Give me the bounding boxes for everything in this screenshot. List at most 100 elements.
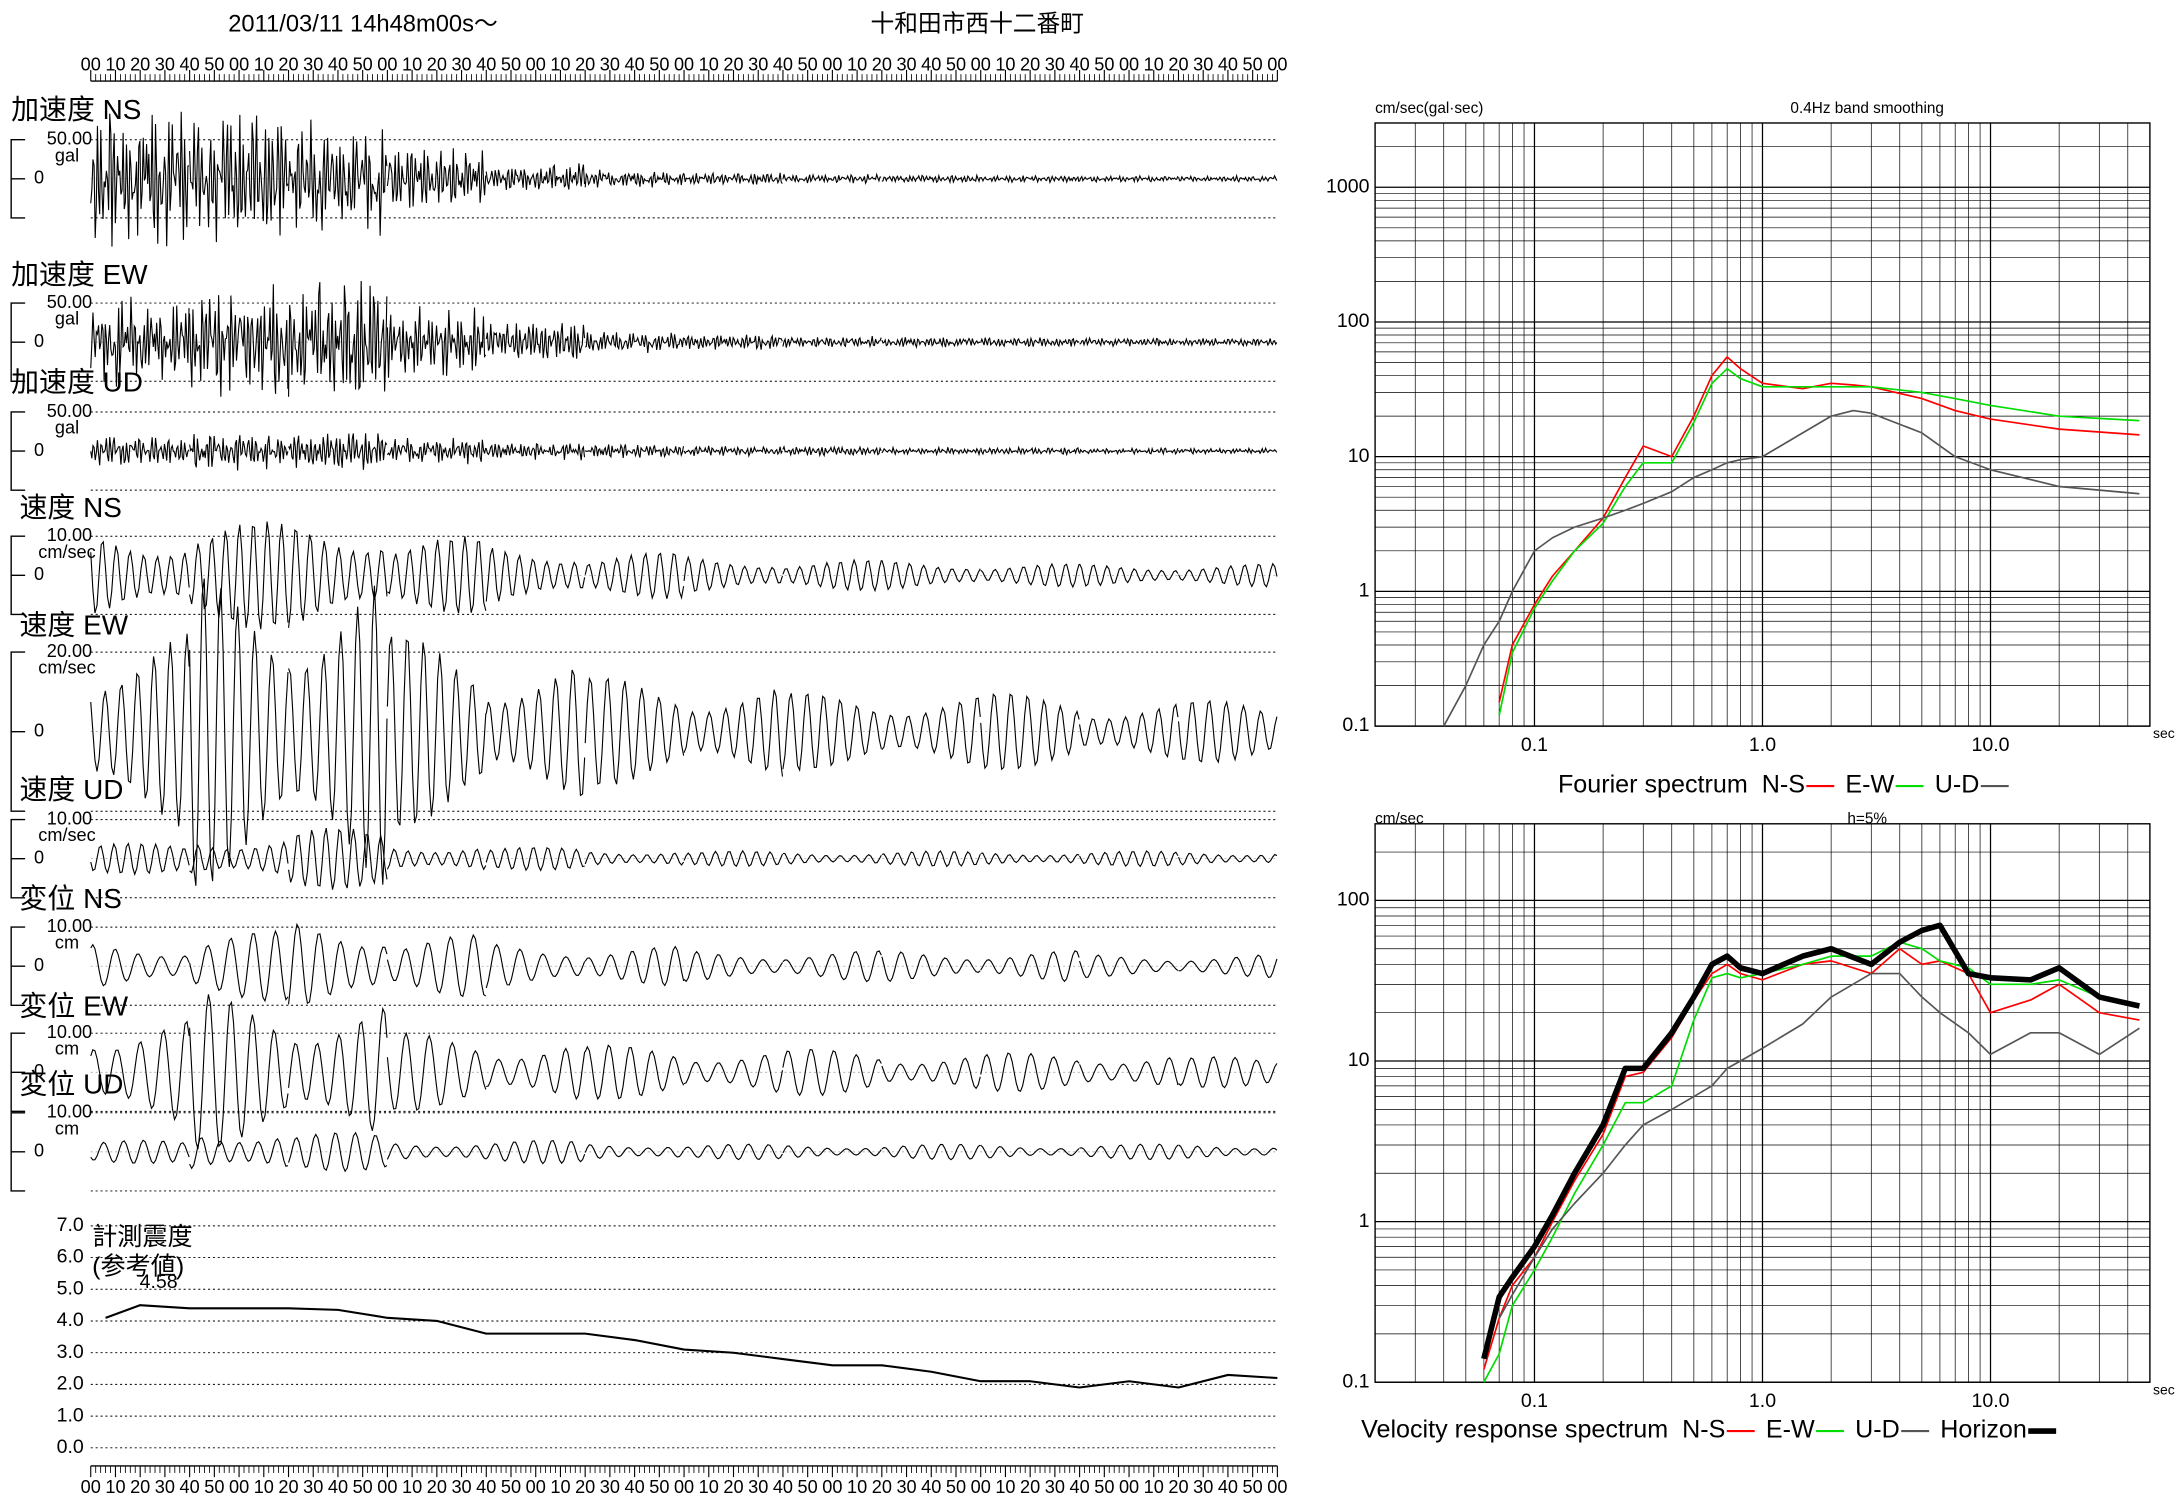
legend-title: Velocity response spectrum: [1361, 1416, 1668, 1444]
time-label: 20: [1168, 55, 1188, 75]
time-label: 50: [798, 55, 818, 75]
waveform: [584, 443, 685, 459]
waveform: [189, 114, 289, 243]
waveform: [90, 437, 190, 466]
y-tick-label: 6.0: [57, 1246, 84, 1268]
waveform: [288, 529, 388, 628]
time-label: 50: [501, 55, 521, 75]
waveform: [683, 171, 783, 187]
trace-bracket: [10, 535, 26, 616]
waveform: [1177, 699, 1278, 764]
y-tick-label: 100: [1337, 310, 1370, 332]
waveform: [881, 1143, 981, 1161]
y-tick-label: 2.0: [57, 1373, 84, 1395]
waveform: [881, 697, 981, 764]
waveform: [782, 445, 882, 458]
waveform: [189, 929, 289, 1003]
waveform: [1177, 173, 1278, 184]
time-label: 20: [427, 1477, 447, 1497]
y-tick-label: 0.0: [57, 1436, 84, 1458]
time-label: 50: [798, 1477, 818, 1497]
time-label: 40: [1218, 1477, 1238, 1497]
time-label: 30: [303, 1477, 323, 1497]
trace-unit: gal: [55, 418, 79, 438]
time-label: 20: [1020, 55, 1040, 75]
legend-label: E-W: [1766, 1416, 1815, 1444]
x-tick-label: 10.0: [1972, 734, 2010, 756]
time-label: 00: [674, 1477, 694, 1497]
waveform: [386, 306, 487, 378]
time-label: 40: [476, 1477, 496, 1497]
time-label: 10: [105, 1477, 125, 1497]
time-label: 40: [773, 55, 793, 75]
waveform: [485, 163, 586, 191]
y-tick-label: 1.0: [57, 1404, 84, 1426]
trace-scale-label: 10.00: [47, 1102, 92, 1122]
time-label: 30: [155, 55, 175, 75]
waveform: [1178, 337, 1278, 348]
time-label: 40: [476, 55, 496, 75]
y-axis-label: cm/sec(gal·sec): [1375, 100, 1483, 117]
time-label: 00: [971, 1477, 991, 1497]
time-label: 20: [278, 55, 298, 75]
chart-subtitle: (参考値): [92, 1252, 184, 1280]
waveform: [881, 951, 981, 983]
trace-label: 速度 EW: [20, 609, 129, 640]
waveform: [90, 943, 190, 987]
waveform: [980, 693, 1080, 771]
waveform: [90, 633, 190, 827]
trace-bracket: [10, 926, 26, 1006]
time-label: 30: [896, 1477, 916, 1497]
trace-unit: cm: [55, 1118, 79, 1138]
legend-label: N-S: [1682, 1416, 1725, 1444]
y-tick-label: 10: [1348, 445, 1370, 467]
time-label: 10: [699, 55, 719, 75]
waveform: [980, 562, 1080, 589]
time-label: 50: [1094, 55, 1114, 75]
chart-title: 計測震度: [92, 1223, 192, 1251]
time-label: 00: [822, 55, 842, 75]
trace-zero-label: 0: [34, 1141, 44, 1161]
time-label: 30: [748, 55, 768, 75]
series-line: [1443, 409, 2140, 727]
time-label: 30: [1193, 55, 1213, 75]
time-label: 00: [526, 1477, 546, 1497]
y-tick-label: 4.0: [57, 1309, 84, 1331]
y-tick-label: 1000: [1326, 175, 1370, 197]
time-label: 20: [872, 55, 892, 75]
waveform: [288, 281, 388, 397]
trace-scale-label: 10.00: [47, 1022, 92, 1042]
time-label: 50: [353, 55, 373, 75]
series-line: [1498, 972, 2140, 1319]
waveform: [189, 284, 289, 397]
time-label: 10: [550, 1477, 570, 1497]
waveform: [386, 848, 487, 871]
time-label: 00: [526, 55, 546, 75]
waveform: [387, 536, 487, 614]
x-tick-label: 1.0: [1749, 1390, 1776, 1412]
waveform: [1079, 1056, 1179, 1086]
x-tick-label: 0.1: [1521, 734, 1548, 756]
y-tick-label: 10: [1348, 1049, 1370, 1071]
trace-bracket: [10, 139, 26, 219]
time-label: 40: [625, 55, 645, 75]
series-line: [1498, 356, 2140, 703]
waveform: [881, 1057, 981, 1090]
time-label: 40: [1218, 55, 1238, 75]
trace-scale-label: 10.00: [47, 916, 92, 936]
waveform: [980, 336, 1080, 348]
time-label: 00: [1267, 1477, 1287, 1497]
time-label: 30: [600, 55, 620, 75]
waveform: [189, 433, 289, 471]
waveform: [189, 1137, 289, 1170]
trace-bracket: [10, 1032, 26, 1113]
waveform: [980, 445, 1080, 457]
time-label: 00: [971, 55, 991, 75]
waveform: [782, 950, 882, 983]
y-tick-label: 0.1: [1342, 1370, 1369, 1392]
waveform: [1079, 446, 1179, 456]
trace-zero-label: 0: [34, 440, 44, 460]
waveform: [980, 852, 1080, 865]
waveform: [584, 332, 685, 353]
